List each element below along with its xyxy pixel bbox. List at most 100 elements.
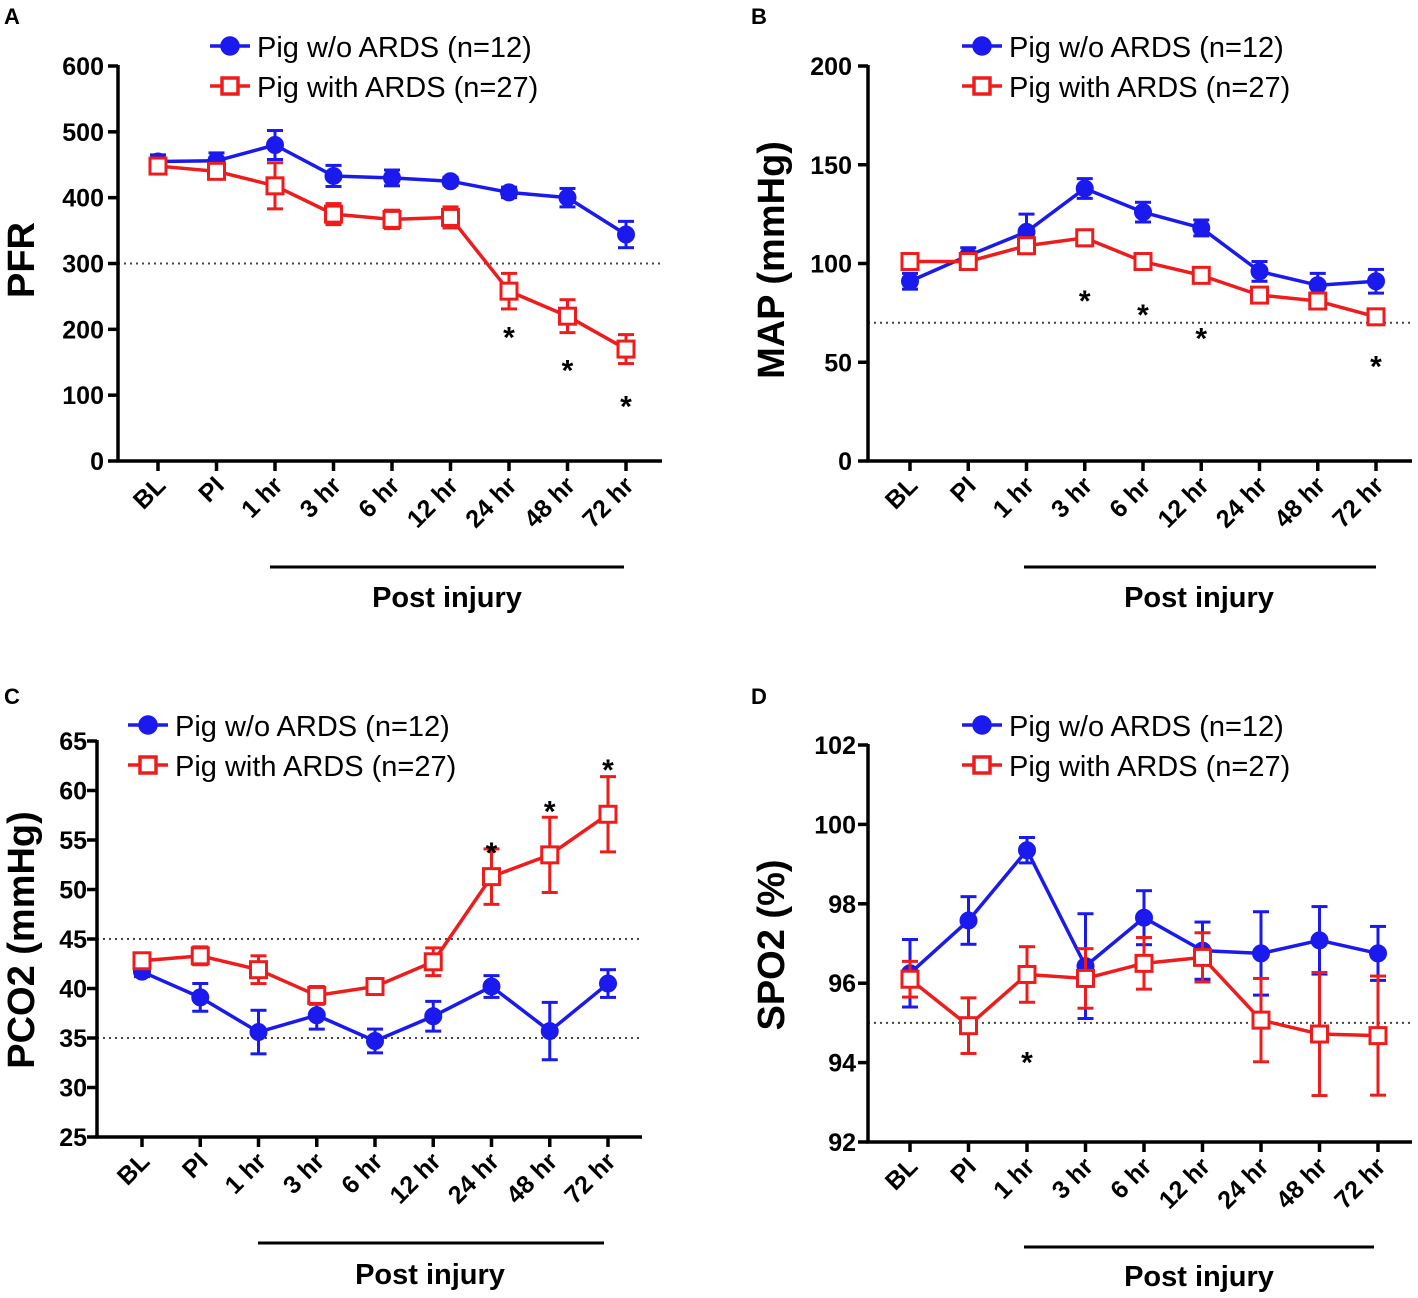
legend-marker-square bbox=[972, 755, 992, 775]
data-point bbox=[249, 1023, 268, 1042]
data-point bbox=[307, 985, 327, 1005]
x-tick-label: 3 hr bbox=[1046, 471, 1098, 523]
panel-letter: A bbox=[4, 4, 20, 29]
x-tick-label: 48 hr bbox=[519, 471, 581, 533]
data-point bbox=[1310, 1024, 1329, 1044]
data-point bbox=[441, 207, 460, 227]
legend-label-with: Pig with ARDS (n=27) bbox=[1009, 751, 1290, 783]
x-tick-label: 6 hr bbox=[336, 1147, 388, 1199]
data-point bbox=[1369, 944, 1387, 963]
data-point bbox=[424, 1007, 443, 1026]
significance-star: * bbox=[1195, 323, 1207, 356]
x-tick-label: 6 hr bbox=[1105, 1152, 1157, 1204]
y-axis-label: SPO2 (%) bbox=[751, 859, 793, 1030]
data-point bbox=[598, 804, 618, 824]
x-tick-label: BL bbox=[880, 1152, 923, 1195]
significance-star: * bbox=[1137, 299, 1149, 332]
legend-label-without: Pig w/o ARDS (n=12) bbox=[1009, 711, 1284, 743]
data-point bbox=[1075, 228, 1095, 248]
x-tick-label: BL bbox=[128, 471, 171, 514]
data-point bbox=[900, 252, 920, 272]
data-point bbox=[1133, 252, 1153, 272]
data-point bbox=[500, 183, 518, 202]
data-point bbox=[901, 272, 919, 291]
significance-star: * bbox=[562, 354, 574, 387]
x-tick-label: 1 hr bbox=[220, 1147, 272, 1199]
significance-star: * bbox=[544, 795, 556, 828]
legend: Pig w/o ARDS (n=12) Pig with ARDS (n=27) bbox=[962, 711, 1290, 783]
x-tick-label: 6 hr bbox=[1104, 471, 1156, 523]
data-point bbox=[558, 306, 577, 326]
legend-marker-circle bbox=[972, 715, 992, 735]
y-tick-label: 25 bbox=[59, 1124, 87, 1152]
legend-item-without-ards: Pig w/o ARDS (n=12) bbox=[962, 711, 1284, 743]
data-point bbox=[499, 281, 519, 301]
data-point bbox=[599, 974, 617, 993]
y-tick-label: 60 bbox=[59, 778, 87, 806]
data-point bbox=[482, 977, 501, 996]
x-tick-label: 12 hr bbox=[384, 1147, 446, 1209]
y-tick-label: 100 bbox=[62, 382, 104, 410]
series-line bbox=[141, 812, 610, 998]
data-point bbox=[540, 1022, 559, 1041]
data-point bbox=[207, 161, 226, 181]
panel-a: A PFR Post injury Pig w/o ARDS (n=12) Pi… bbox=[1, 4, 662, 614]
data-point bbox=[1191, 265, 1211, 285]
data-point bbox=[1366, 307, 1386, 327]
x-tick-label: 3 hr bbox=[295, 471, 347, 523]
y-tick-label: 100 bbox=[814, 811, 856, 839]
data-point bbox=[148, 156, 168, 176]
y-tick-label: 65 bbox=[59, 728, 87, 756]
data-point bbox=[266, 136, 284, 154]
panel-d: D SPO2 (%) Post injury Pig w/o ARDS (n=1… bbox=[751, 684, 1412, 1293]
legend-marker-circle bbox=[138, 715, 158, 735]
y-tick-label: 40 bbox=[59, 976, 87, 1004]
series-without-ards bbox=[149, 129, 635, 250]
data-point bbox=[1193, 947, 1212, 967]
x-tick-label: 3 hr bbox=[1047, 1152, 1099, 1204]
legend-marker-square bbox=[220, 76, 240, 96]
data-point bbox=[1252, 944, 1270, 963]
y-tick-label: 96 bbox=[828, 970, 856, 998]
x-tick-label: 48 hr bbox=[1271, 1152, 1333, 1214]
data-point bbox=[1310, 931, 1329, 950]
x-tick-label: 1 hr bbox=[988, 471, 1040, 523]
significance-star: * bbox=[486, 837, 498, 870]
y-tick-label: 98 bbox=[828, 891, 856, 919]
significance-star: * bbox=[503, 321, 515, 354]
x-tick-label: 24 hr bbox=[443, 1147, 505, 1209]
series-line bbox=[157, 164, 627, 351]
data-point bbox=[558, 188, 577, 207]
series-with-ards bbox=[900, 228, 1386, 327]
y-tick-label: 200 bbox=[62, 316, 104, 344]
data-point bbox=[382, 209, 402, 229]
significance-star: * bbox=[1079, 285, 1091, 318]
series-without-ards bbox=[901, 836, 1387, 1021]
x-tick-label: BL bbox=[112, 1147, 155, 1190]
y-tick-label: 50 bbox=[59, 877, 87, 905]
y-tick-label: 55 bbox=[59, 827, 87, 855]
data-point bbox=[324, 166, 343, 185]
data-point bbox=[366, 1031, 384, 1050]
legend-item-without-ards: Pig w/o ARDS (n=12) bbox=[962, 32, 1284, 64]
y-tick-label: 35 bbox=[59, 1025, 87, 1053]
x-tick-label: PI bbox=[193, 471, 230, 508]
data-point bbox=[959, 911, 978, 930]
significance-star: * bbox=[620, 390, 632, 423]
data-point bbox=[307, 1006, 326, 1025]
data-point bbox=[1134, 953, 1154, 973]
y-tick-label: 0 bbox=[838, 448, 852, 476]
data-point bbox=[616, 339, 636, 359]
y-tick-label: 45 bbox=[59, 926, 87, 954]
x-tick-label: 3 hr bbox=[278, 1147, 330, 1199]
x-tick-label: 72 hr bbox=[1329, 1152, 1391, 1214]
legend-label-without: Pig w/o ARDS (n=12) bbox=[175, 711, 450, 743]
data-point bbox=[482, 867, 501, 887]
x-axis-label: Post injury bbox=[372, 582, 522, 614]
x-axis-label: Post injury bbox=[1124, 582, 1274, 614]
x-tick-label: 6 hr bbox=[353, 471, 405, 523]
significance-star: * bbox=[1021, 1047, 1033, 1080]
